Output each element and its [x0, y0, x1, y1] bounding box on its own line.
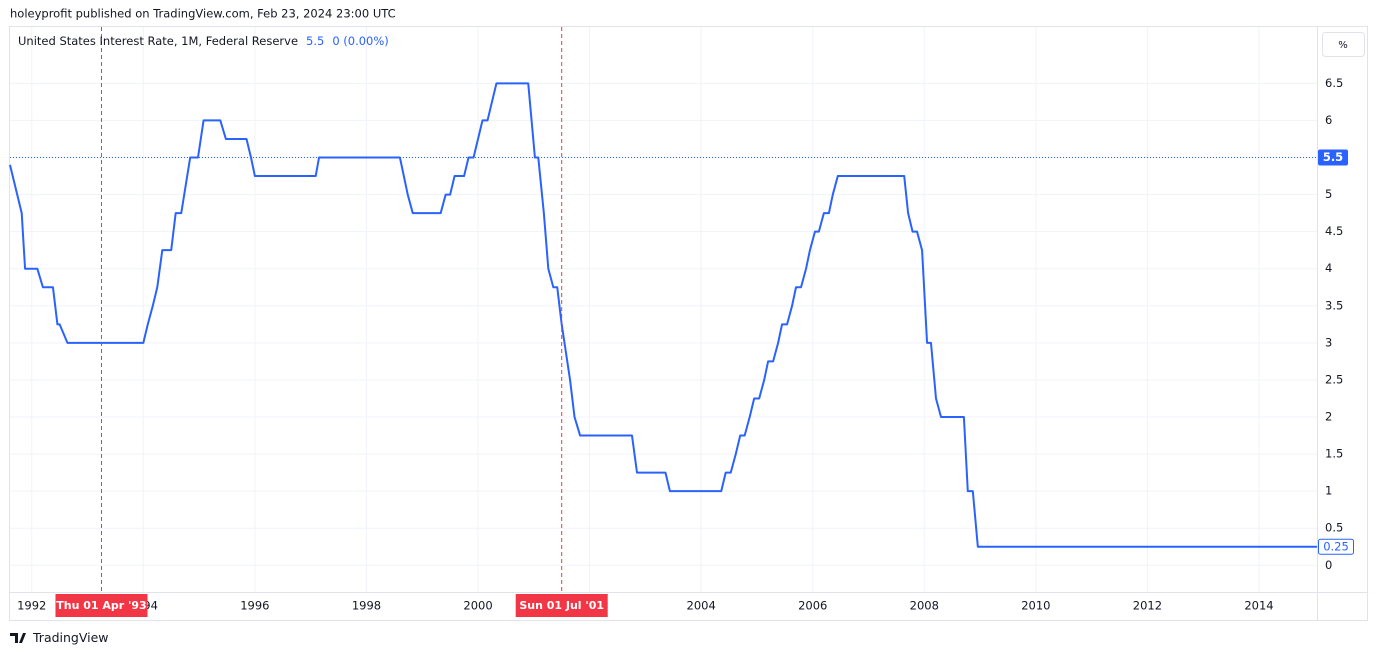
marker-label-bg: [515, 594, 608, 617]
price-badge-label: 5.5: [1323, 150, 1343, 164]
x-tick-label: 2006: [798, 599, 827, 613]
brand-logo: TradingView: [10, 630, 109, 645]
x-tick-label: 2014: [1244, 599, 1273, 613]
y-tick-label: 1: [1325, 484, 1332, 498]
chart-frame: [9, 26, 1368, 621]
legend: United States Interest Rate, 1M, Federal…: [18, 34, 389, 48]
y-tick-label: 5: [1325, 187, 1332, 201]
x-tick-label: 2012: [1133, 599, 1162, 613]
brand-name: TradingView: [32, 630, 109, 645]
y-tick-label: 2: [1325, 410, 1332, 424]
x-tick-label: 2000: [463, 599, 492, 613]
logo-icon: [10, 633, 26, 643]
marker-label-bg: [55, 594, 148, 617]
publisher-line: holeyprofit published on TradingView.com…: [10, 7, 396, 21]
legend-value: 5.5: [306, 34, 324, 48]
y-tick-label: 6.5: [1325, 76, 1343, 90]
marker-label: Sun 01 Jul '01: [519, 599, 604, 612]
y-tick-label: 3: [1325, 335, 1332, 349]
y-tick-label: 2.5: [1325, 372, 1343, 386]
y-tick-label: 0: [1325, 558, 1332, 572]
x-tick-label: 1998: [352, 599, 381, 613]
x-tick-label: 2004: [687, 599, 716, 613]
last-value-badge-label: 0.25: [1323, 539, 1349, 553]
y-tick-label: 4: [1325, 261, 1332, 275]
plot: [9, 27, 1317, 592]
y-tick-label: 3.5: [1325, 298, 1343, 312]
y-tick-label: 4.5: [1325, 224, 1343, 238]
scale-button[interactable]: [1322, 32, 1365, 57]
marker-label: Thu 01 Apr '93: [56, 599, 146, 612]
legend-change: 0 (0.00%): [332, 34, 388, 48]
x-tick-label: 1992: [17, 599, 46, 613]
x-tick-label: 2010: [1021, 599, 1050, 613]
price-badge: [1318, 149, 1348, 166]
y-tick-label: 1.5: [1325, 447, 1343, 461]
x-tick-label: 2008: [910, 599, 939, 613]
y-tick-label: 6: [1325, 113, 1332, 127]
last-value-badge: [1318, 538, 1354, 555]
grid: [10, 27, 1317, 592]
x-tick-label: 1996: [240, 599, 269, 613]
scale-button-label[interactable]: %: [1338, 40, 1348, 51]
legend-title: United States Interest Rate, 1M, Federal…: [18, 34, 298, 48]
y-tick-label: 0.5: [1325, 521, 1343, 535]
axes: 00.511.522.533.544.555.566.5199219941996…: [17, 76, 1354, 617]
